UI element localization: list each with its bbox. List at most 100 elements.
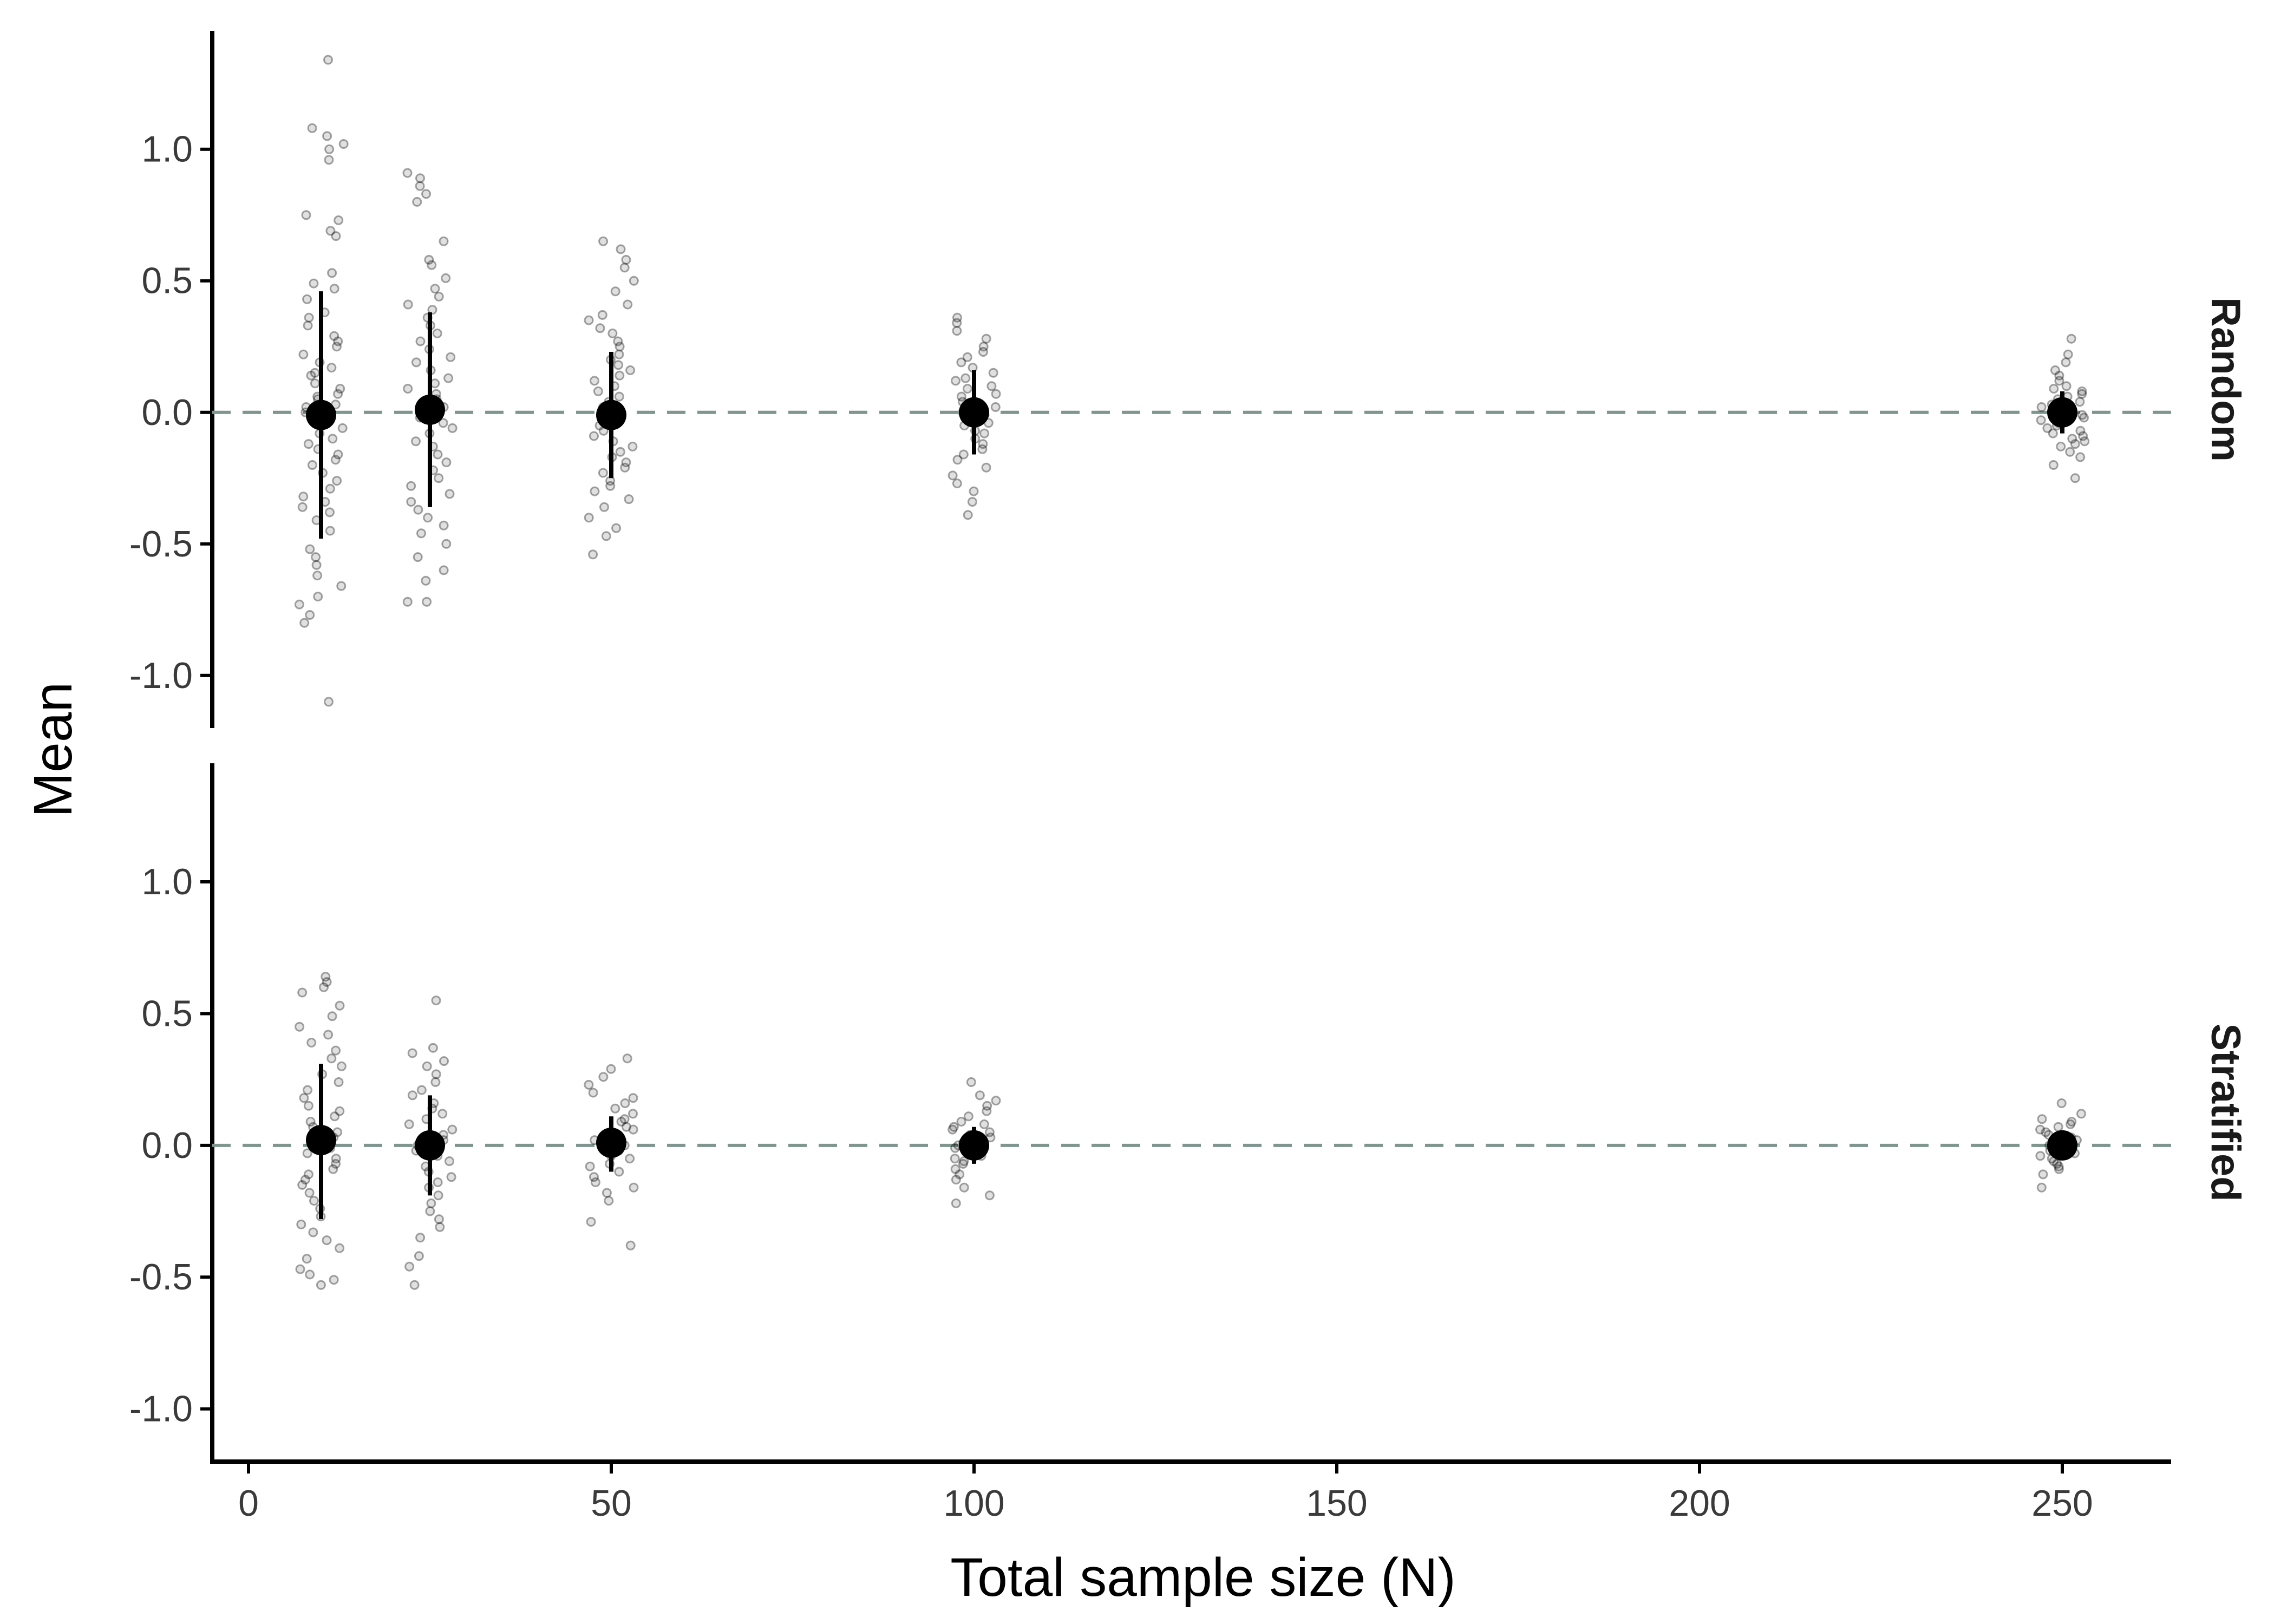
data-point (433, 1177, 443, 1187)
data-point (415, 1233, 426, 1243)
data-point (302, 294, 312, 304)
y-tick-label: 0.5 (141, 260, 193, 302)
data-point (621, 254, 631, 265)
data-point (439, 236, 449, 246)
data-point (298, 492, 309, 502)
data-point (310, 378, 320, 389)
data-point (2079, 412, 2089, 423)
x-tick-label: 100 (943, 1483, 1004, 1524)
data-point (304, 1188, 315, 1198)
data-point (326, 363, 337, 373)
data-point (2036, 402, 2047, 412)
data-point (982, 1106, 992, 1116)
data-point (305, 1269, 315, 1280)
data-point (593, 386, 603, 396)
data-point (319, 982, 329, 992)
data-point (434, 291, 444, 302)
data-point (967, 497, 977, 507)
data-point (2056, 441, 2066, 451)
data-point (337, 423, 348, 433)
y-tick-label: -1.0 (129, 1389, 193, 1430)
data-point (305, 610, 315, 620)
data-point (2067, 434, 2077, 444)
data-point (311, 552, 321, 562)
data-point (588, 1088, 598, 1098)
y-tick-label: -0.5 (129, 523, 193, 565)
data-point (2037, 1114, 2047, 1124)
data-point (299, 1093, 309, 1103)
data-point (306, 370, 316, 381)
data-point (589, 431, 599, 441)
data-point (325, 483, 335, 494)
data-point (615, 342, 625, 352)
data-point (628, 1109, 638, 1119)
data-point (306, 1038, 317, 1047)
data-point (325, 226, 336, 236)
data-point (303, 439, 313, 449)
data-point (984, 1190, 995, 1201)
data-point (321, 972, 331, 982)
mean-point (306, 1125, 336, 1156)
data-point (959, 1156, 969, 1167)
data-point (302, 1148, 312, 1158)
data-point (624, 494, 634, 505)
data-point (328, 434, 338, 444)
data-point (984, 1127, 995, 1137)
x-tick-label: 150 (1306, 1483, 1367, 1524)
data-point (969, 486, 979, 496)
data-point (613, 336, 623, 346)
data-point (447, 423, 458, 433)
data-point (441, 539, 452, 549)
data-point (589, 1172, 599, 1182)
data-point (585, 1161, 595, 1171)
data-point (975, 1090, 985, 1101)
data-point (311, 560, 322, 570)
data-point (605, 481, 616, 491)
data-point (2053, 1122, 2063, 1132)
y-tick-label: -0.5 (129, 1256, 193, 1298)
data-point (406, 481, 416, 491)
data-point (2035, 1151, 2046, 1161)
data-point (979, 1119, 989, 1129)
data-point (433, 1190, 443, 1201)
data-point (599, 502, 609, 512)
data-point (621, 457, 631, 468)
data-point (338, 139, 349, 149)
data-point (407, 1090, 417, 1101)
data-point (588, 549, 598, 560)
data-point (445, 489, 455, 499)
data-point (2054, 1161, 2064, 1171)
data-point (598, 468, 608, 478)
data-point (622, 1122, 631, 1132)
data-point (336, 1061, 347, 1071)
data-point (614, 391, 624, 402)
data-point (614, 1167, 624, 1177)
data-point (2038, 1169, 2048, 1180)
data-point (977, 444, 988, 454)
data-point (422, 597, 432, 607)
data-point (2078, 431, 2088, 441)
data-point (2063, 349, 2073, 359)
data-point (303, 320, 313, 331)
data-point (433, 449, 443, 460)
data-point (2050, 365, 2060, 375)
data-point (415, 173, 425, 184)
data-point (330, 455, 341, 465)
data-point (952, 318, 962, 328)
data-point (2054, 1164, 2064, 1174)
data-point (2066, 333, 2076, 344)
data-point (586, 1217, 596, 1227)
data-point (322, 131, 332, 141)
data-point (297, 987, 308, 998)
data-point (411, 436, 421, 447)
data-point (613, 360, 624, 370)
data-point (981, 462, 991, 473)
data-point (324, 144, 335, 154)
data-point (2036, 415, 2046, 425)
data-point (434, 473, 444, 483)
data-point (628, 1124, 638, 1135)
data-point (2048, 460, 2059, 470)
data-point (413, 505, 423, 515)
data-point (978, 342, 989, 352)
data-point (423, 513, 433, 523)
